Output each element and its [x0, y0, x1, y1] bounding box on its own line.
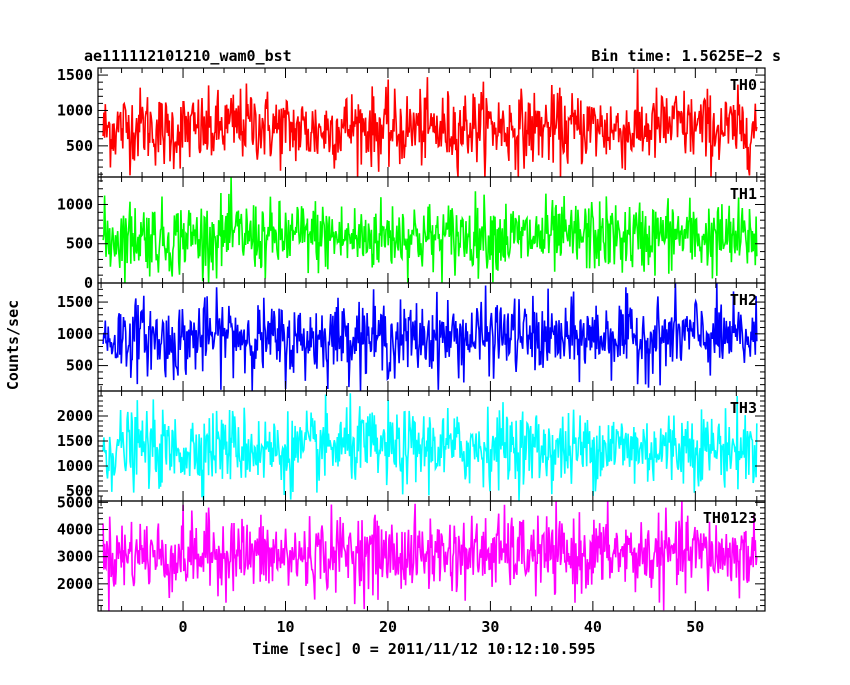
- y-tick-label: 5000: [57, 493, 93, 511]
- panel-frame: [97, 500, 766, 612]
- panel-th3: 500 1000 1500 2000 TH3: [57, 390, 766, 502]
- series-line-th0: [102, 69, 758, 178]
- x-tick-label: 30: [481, 618, 499, 636]
- y-tick-label: 1000: [57, 325, 93, 343]
- y-tick-label: 500: [66, 357, 93, 375]
- series-line-th2: [102, 282, 758, 392]
- panel-label-th1: TH1: [730, 185, 757, 203]
- x-tick-label: 10: [276, 618, 294, 636]
- y-tick-label: 1000: [57, 457, 93, 475]
- series-line-th0123: [102, 500, 758, 612]
- x-tick-label: 0: [178, 618, 187, 636]
- y-tick-label: 500: [66, 137, 93, 155]
- series-line-th1: [102, 177, 758, 284]
- x-tick-label: 20: [379, 618, 397, 636]
- panel-th2: 500 1000 1500 TH2: [57, 282, 766, 392]
- x-tick-label: 50: [686, 618, 704, 636]
- panel-label-th2: TH2: [730, 291, 757, 309]
- panel-th1: 0 500 1000 TH1: [57, 176, 766, 292]
- x-axis-label: Time [sec] 0 = 2011/11/12 10:12:10.595: [252, 640, 595, 658]
- y-tick-label: 1500: [57, 66, 93, 84]
- chart-title: ae111112101210_wam0_bst: [84, 47, 292, 65]
- panel-label-th0123: TH0123: [703, 509, 757, 527]
- y-tick-label: 1500: [57, 432, 93, 450]
- y-tick-label: 1000: [57, 196, 93, 214]
- y-tick-label: 2000: [57, 575, 93, 593]
- series-line-th3: [102, 393, 758, 502]
- y-tick-label: 1500: [57, 293, 93, 311]
- panel-label-th0: TH0: [730, 76, 757, 94]
- y-tick-label: 500: [66, 235, 93, 253]
- y-tick-label: 3000: [57, 548, 93, 566]
- y-tick-label: 0: [84, 274, 93, 292]
- panel-th0: 500 1000 1500 TH0: [57, 66, 766, 178]
- y-tick-label: 2000: [57, 407, 93, 425]
- y-tick-label: 1000: [57, 102, 93, 120]
- y-tick-label: 500: [66, 482, 93, 500]
- bin-time-label: Bin time: 1.5625E−2 s: [591, 47, 781, 65]
- x-tick-label: 40: [584, 618, 602, 636]
- y-tick-label: 4000: [57, 521, 93, 539]
- y-axis-label: Counts/sec: [4, 300, 22, 390]
- panel-label-th3: TH3: [730, 399, 757, 417]
- panel-th0123: 2000 3000 4000 5000 TH0123: [57, 493, 766, 612]
- x-axis: 0 10 20 30 40 50: [178, 618, 704, 636]
